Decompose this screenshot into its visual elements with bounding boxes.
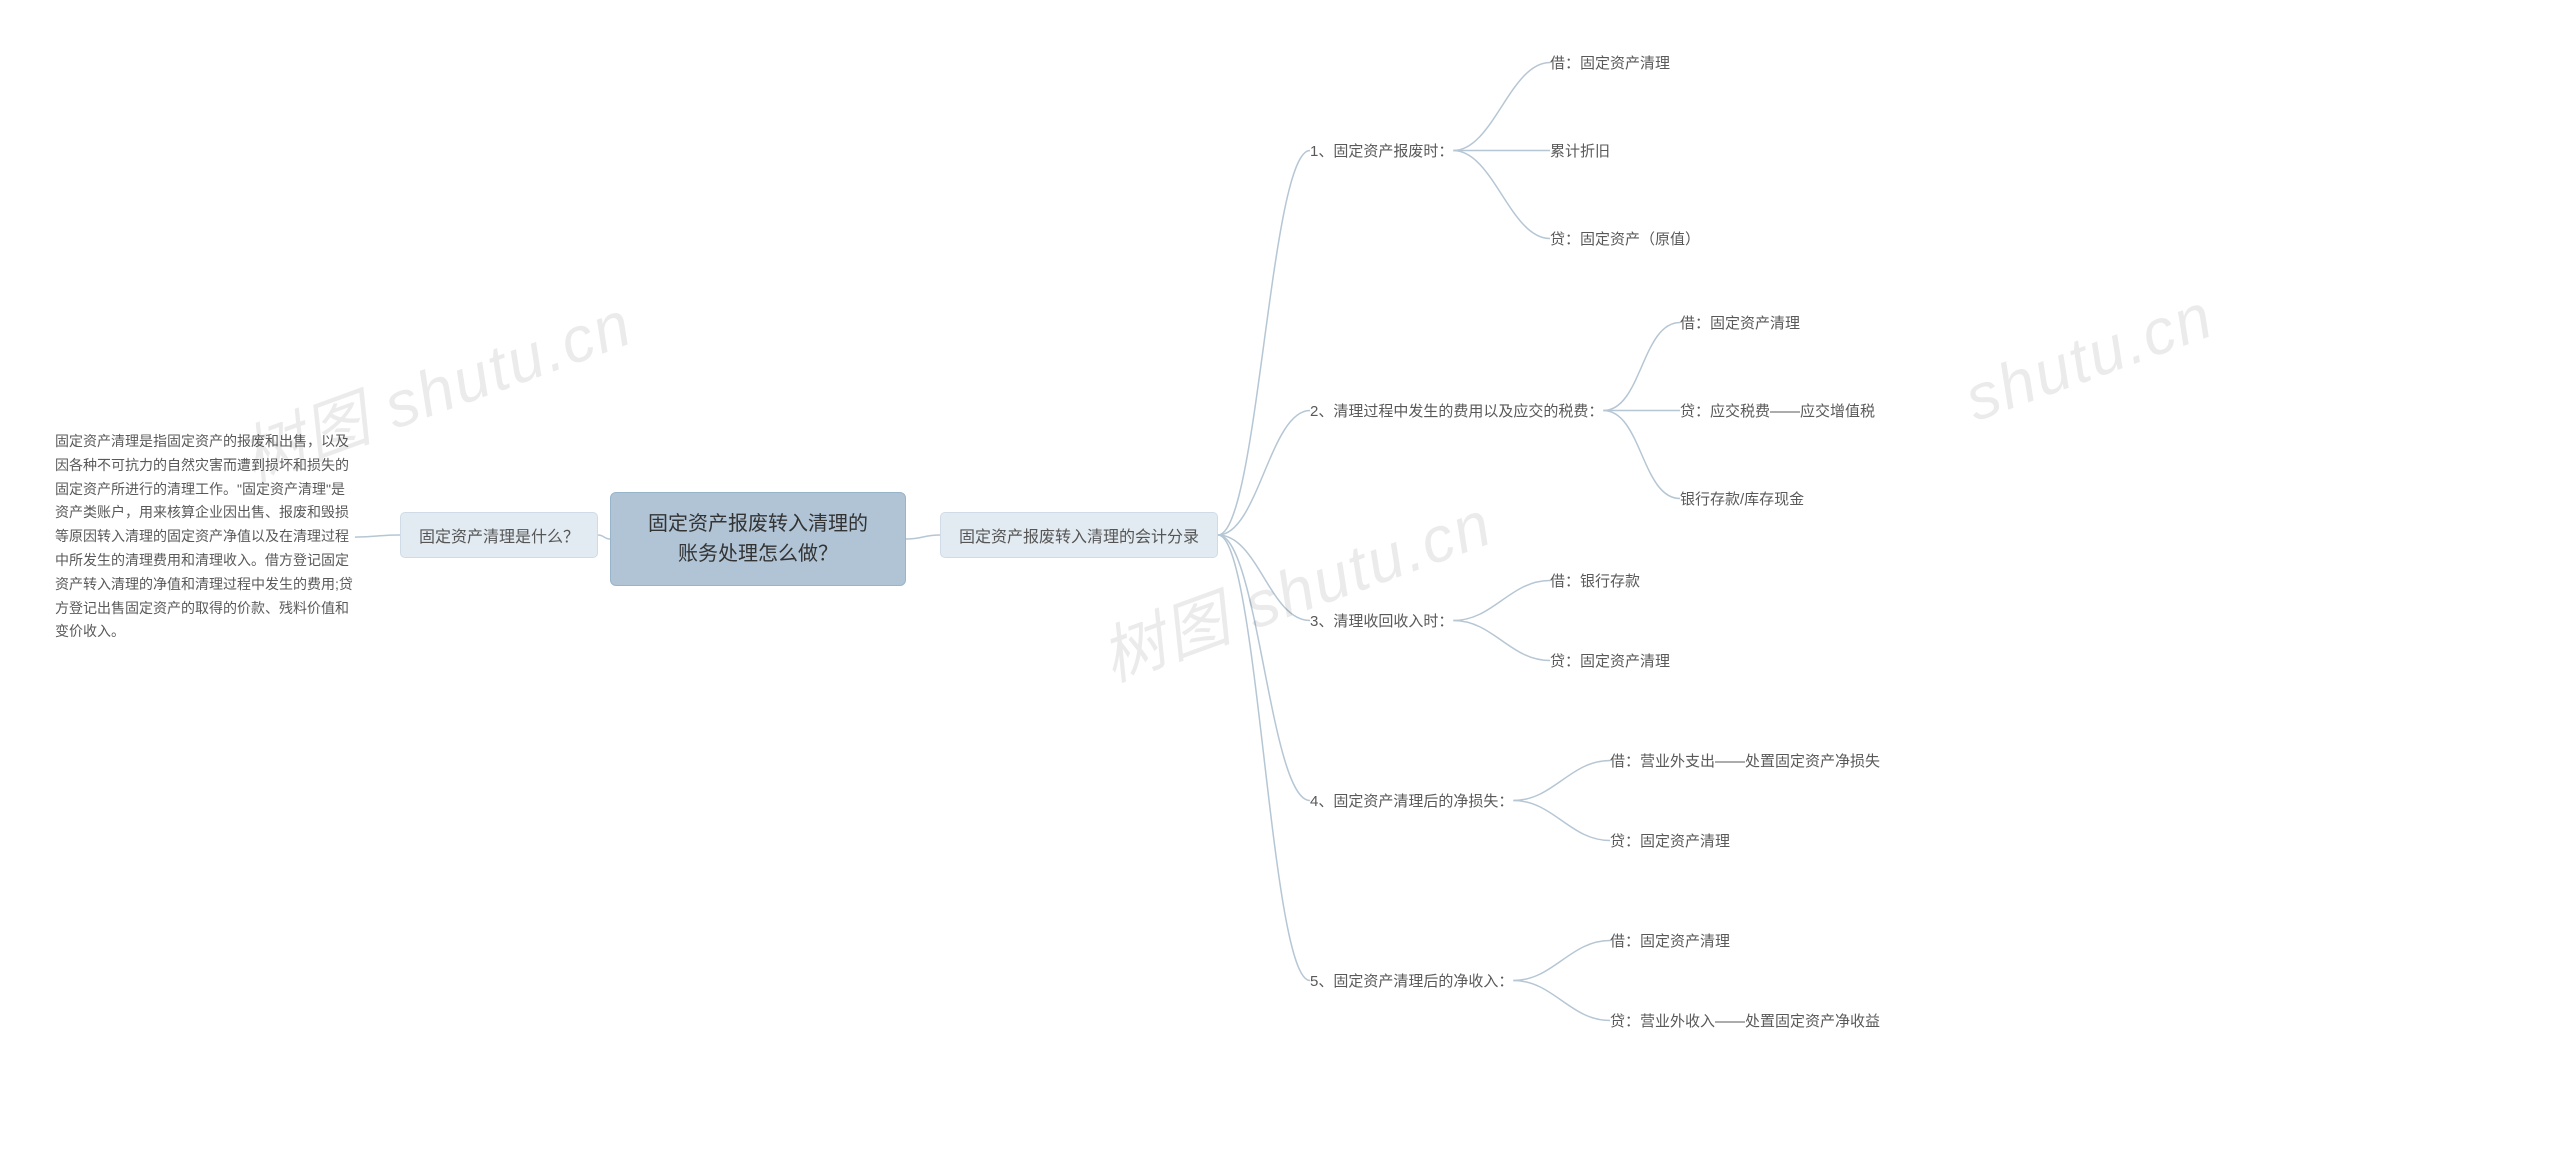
group-label-2: 2、清理过程中发生的费用以及应交的税费： [1310, 400, 1603, 421]
watermark-1: 树图 shutu.cn [1087, 473, 1503, 700]
leaf-4-2: 贷：固定资产清理 [1610, 830, 1730, 851]
right-branch-node: 固定资产报废转入清理的会计分录 [940, 512, 1218, 558]
left-description: 固定资产清理是指固定资产的报废和出售，以及因各种不可抗力的自然灾害而遭到损坏和损… [55, 430, 355, 644]
leaf-2-1: 借：固定资产清理 [1680, 312, 1800, 333]
leaf-5-2: 贷：营业外收入——处置固定资产净收益 [1610, 1010, 1880, 1031]
root-line2: 账务处理怎么做？ [678, 543, 838, 565]
leaf-2-3: 银行存款/库存现金 [1680, 488, 1804, 509]
group-label-5: 5、固定资产清理后的净收入： [1310, 970, 1513, 991]
leaf-5-1: 借：固定资产清理 [1610, 930, 1730, 951]
leaf-1-2: 累计折旧 [1550, 140, 1610, 161]
leaf-3-2: 贷：固定资产清理 [1550, 650, 1670, 671]
left-branch-node: 固定资产清理是什么？ [400, 512, 598, 558]
leaf-1-1: 借：固定资产清理 [1550, 52, 1670, 73]
leaf-1-3: 贷：固定资产（原值） [1550, 228, 1700, 249]
group-label-1: 1、固定资产报废时： [1310, 140, 1453, 161]
root-node: 固定资产报废转入清理的 账务处理怎么做？ [610, 492, 906, 586]
leaf-4-1: 借：营业外支出——处置固定资产净损失 [1610, 750, 1880, 771]
leaf-2-2: 贷：应交税费——应交增值税 [1680, 400, 1875, 421]
group-label-3: 3、清理收回收入时： [1310, 610, 1453, 631]
leaf-3-1: 借：银行存款 [1550, 570, 1640, 591]
group-label-4: 4、固定资产清理后的净损失： [1310, 790, 1513, 811]
watermark-2: shutu.cn [1955, 278, 2223, 436]
root-line1: 固定资产报废转入清理的 [648, 513, 868, 535]
